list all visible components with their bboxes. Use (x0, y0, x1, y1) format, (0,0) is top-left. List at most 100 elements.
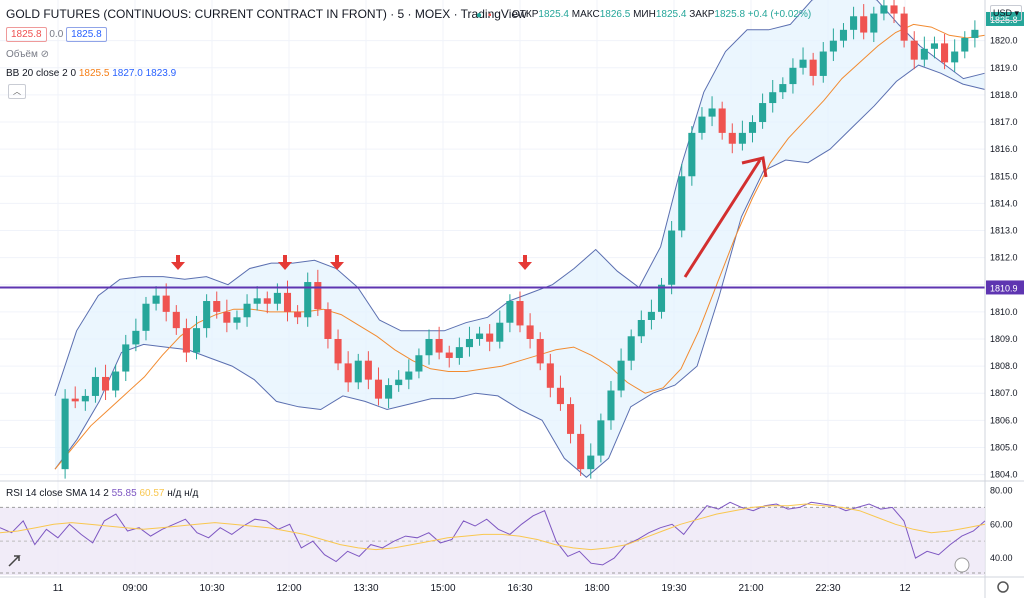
collapse-pane-icon[interactable] (954, 557, 970, 573)
candle-body (314, 282, 322, 310)
candle-body (283, 292, 292, 312)
candle-body (718, 108, 726, 133)
candle-body (829, 40, 837, 52)
price-tick-label: 1814.0 (990, 198, 1018, 208)
candle-body (132, 330, 140, 345)
candle-body (354, 360, 362, 383)
price-tick-label: 1804.0 (990, 470, 1018, 480)
candle-body (698, 116, 706, 133)
ask-chip[interactable]: 1825.8 (66, 27, 107, 42)
rsi-tick-label: 60.00 (990, 519, 1013, 529)
candle-body (223, 311, 231, 323)
candle-body (203, 301, 211, 329)
candle-body (263, 298, 271, 304)
candle-body (112, 371, 120, 391)
candle-body (294, 311, 302, 318)
candle-body (607, 390, 615, 421)
candle-body (951, 51, 959, 63)
candle-body (769, 92, 777, 104)
price-tick-label: 1807.0 (990, 388, 1018, 398)
candle-body (506, 301, 514, 323)
candle-body (900, 13, 908, 41)
bid-chip[interactable]: 1825.8 (6, 27, 47, 42)
candle-body (81, 395, 89, 402)
candle-body (941, 43, 949, 63)
time-tick-label: 15:00 (430, 583, 455, 594)
trend-arrow-icon (683, 159, 762, 278)
rsi-legend[interactable]: RSI 14 close SMA 14 2 55.85 60.57 н/д н/… (6, 488, 199, 499)
collapse-chevron-icon[interactable]: ︿ (8, 84, 26, 99)
resistance-price-label: 1810.9 (990, 283, 1018, 293)
candle-body (182, 328, 190, 353)
candle-body (273, 292, 281, 304)
price-tick-label: 1809.0 (990, 334, 1018, 344)
candle-body (445, 352, 453, 358)
down-arrow-icon (523, 255, 527, 263)
candle-body (526, 325, 534, 339)
status-dot-icon-2: ▪ (488, 10, 492, 21)
candle-body (860, 16, 868, 33)
candle-body (243, 303, 251, 318)
expand-arrow-icon[interactable] (8, 555, 21, 567)
candle-body (476, 333, 484, 339)
price-tick-label: 1808.0 (990, 361, 1018, 371)
candle-body (516, 301, 524, 326)
candle-body (465, 338, 473, 348)
candle-body (920, 48, 928, 60)
candle-body (809, 59, 817, 76)
candle-body (364, 360, 372, 380)
candle-body (435, 338, 443, 353)
last-price-tag (986, 11, 1024, 26)
candle-body (253, 298, 261, 304)
candle-body (647, 311, 655, 320)
candle-body (890, 5, 898, 14)
candle-body (910, 40, 918, 60)
candle-body (880, 5, 888, 14)
price-tick-label: 1812.0 (990, 253, 1018, 263)
candle-body (536, 338, 544, 364)
candle-body (748, 122, 757, 133)
last-price-label: 1825.8 (990, 15, 1018, 25)
time-tick-label: 09:00 (122, 583, 147, 594)
candle-body (668, 230, 676, 285)
price-tick-label: 1818.0 (990, 90, 1018, 100)
candle-body (233, 317, 241, 323)
time-tick-label: 10:30 (199, 583, 224, 594)
candle-body (597, 420, 605, 456)
rsi-tick-label: 80.00 (990, 485, 1013, 495)
candle-body (708, 108, 716, 117)
gear-icon[interactable] (997, 581, 1009, 593)
candle-body (405, 371, 413, 380)
candle-body (819, 51, 827, 76)
candle-body (162, 295, 170, 312)
candle-body (627, 336, 635, 361)
candle-body (556, 387, 564, 405)
price-tick-label: 1813.0 (990, 226, 1018, 236)
candle-body (587, 455, 595, 470)
price-tick-label: 1810.0 (990, 307, 1018, 317)
time-tick-label: 16:30 (507, 583, 532, 594)
time-tick-label: 18:00 (584, 583, 609, 594)
rsi-tick-label: 40.00 (990, 553, 1013, 563)
candle-body (192, 328, 201, 353)
candle-body (455, 347, 463, 358)
symbol-title[interactable]: GOLD FUTURES (CONTINUOUS: CURRENT CONTRA… (6, 7, 527, 21)
time-tick-label: 21:00 (738, 583, 763, 594)
candle-body (617, 360, 625, 391)
candle-body (61, 398, 69, 470)
candle-body (657, 284, 666, 312)
candle-body (102, 376, 110, 391)
candle-body (486, 333, 494, 342)
down-arrow-head-icon (518, 262, 532, 270)
spread-value: 0.0 (49, 29, 64, 40)
price-tick-label: 1820.0 (990, 36, 1018, 46)
eye-off-icon[interactable]: ⊘ (40, 49, 50, 60)
candle-body (425, 338, 433, 356)
candle-body (152, 295, 160, 304)
volume-label[interactable]: Объём ⊘ (6, 49, 50, 60)
bb-legend[interactable]: BB 20 close 2 0 1825.5 1827.0 1823.9 (6, 68, 177, 79)
currency-selector[interactable]: USD ▾ (990, 5, 1022, 21)
candle-body (789, 67, 797, 85)
candle-body (728, 132, 736, 144)
